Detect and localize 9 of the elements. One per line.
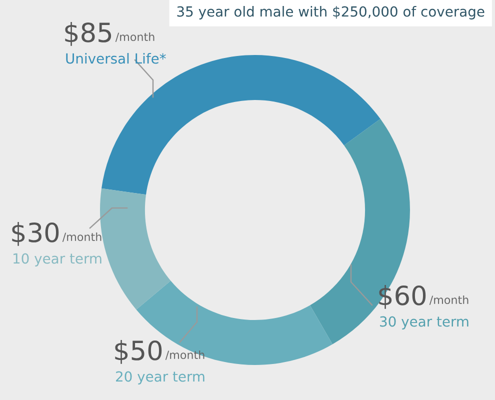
slice-label: Universal Life* bbox=[66, 53, 166, 64]
slice-label: 10 year term bbox=[14, 253, 102, 266]
chart-subtitle: 35 year old male with $250,000 of coverage bbox=[177, 6, 484, 20]
data-label: $50/month bbox=[115, 340, 204, 364]
slice-label: 30 year term bbox=[380, 316, 468, 330]
data-label: $85 /month bbox=[65, 22, 154, 46]
donut-slice bbox=[100, 188, 171, 310]
data-label: $30/month bbox=[12, 222, 102, 246]
slice-label: 20 year term bbox=[116, 371, 204, 384]
